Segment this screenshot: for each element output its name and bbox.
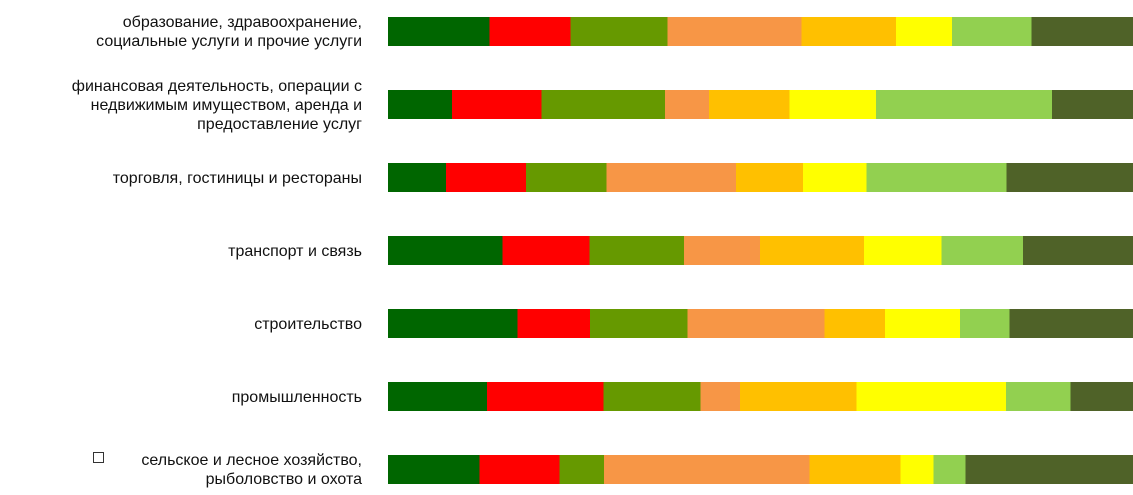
bar-segment bbox=[667, 17, 802, 46]
bar-segment bbox=[951, 17, 1032, 46]
bar-segment bbox=[856, 382, 1007, 411]
category-label: промышленность bbox=[231, 388, 362, 406]
bar-segment bbox=[960, 309, 1010, 338]
bar-segment bbox=[864, 236, 942, 265]
bar-segment bbox=[388, 90, 453, 119]
bar-segment bbox=[517, 309, 590, 338]
bar-segment bbox=[866, 163, 1007, 192]
bar-segment bbox=[709, 90, 790, 119]
bar-segment bbox=[589, 309, 688, 338]
bar-segment bbox=[735, 163, 803, 192]
bar-segment bbox=[824, 309, 885, 338]
bar-segment bbox=[388, 309, 518, 338]
bar-segment bbox=[604, 455, 810, 484]
bar-segment bbox=[489, 17, 571, 46]
bar-segment bbox=[606, 163, 736, 192]
bar-segment bbox=[665, 90, 710, 119]
bar-segment bbox=[789, 90, 876, 119]
category-label: финансовая деятельность, операции с недв… bbox=[71, 77, 362, 133]
bar-segment bbox=[502, 236, 590, 265]
bar-segment bbox=[570, 17, 668, 46]
bar-segment bbox=[687, 309, 825, 338]
bar-segment bbox=[446, 163, 526, 192]
bar-segment bbox=[1009, 309, 1133, 338]
bar-segment bbox=[875, 90, 1052, 119]
bar-segment bbox=[683, 236, 761, 265]
bar-segment bbox=[941, 236, 1023, 265]
bar-segment bbox=[1022, 236, 1133, 265]
bar-segment bbox=[1070, 382, 1133, 411]
bar-segment bbox=[739, 382, 857, 411]
bar-segment bbox=[388, 17, 490, 46]
category-label: строительство bbox=[254, 315, 362, 333]
bar-segment bbox=[525, 163, 607, 192]
category-label: сельское и лесное хозяйство, рыболовство… bbox=[141, 452, 362, 488]
bar-segment bbox=[1006, 163, 1133, 192]
bar-segment bbox=[933, 455, 966, 484]
bar-segment bbox=[900, 455, 934, 484]
bar-segment bbox=[700, 382, 740, 411]
bar-segment bbox=[603, 382, 701, 411]
category-label: транспорт и связь bbox=[228, 242, 362, 260]
bar-segment bbox=[452, 90, 542, 119]
bar-segment bbox=[388, 236, 503, 265]
bar-segment bbox=[1051, 90, 1133, 119]
bar-segment bbox=[388, 163, 447, 192]
text-cursor-box-icon bbox=[93, 452, 104, 463]
bar-segment bbox=[809, 455, 901, 484]
bar-segment bbox=[487, 382, 604, 411]
bar-segment bbox=[388, 382, 488, 411]
bar-segment bbox=[801, 17, 897, 46]
bar-segment bbox=[541, 90, 666, 119]
bar-segment bbox=[802, 163, 867, 192]
category-label: торговля, гостиницы и рестораны bbox=[112, 169, 362, 187]
bar-segment bbox=[896, 17, 952, 46]
bar-segment bbox=[388, 455, 480, 484]
bar-segment bbox=[760, 236, 865, 265]
bar-segment bbox=[559, 455, 605, 484]
category-label: образование, здравоохранение, социальные… bbox=[96, 14, 362, 50]
bar-segment bbox=[479, 455, 560, 484]
bar-segment bbox=[884, 309, 961, 338]
bar-segment bbox=[1006, 382, 1071, 411]
bar-segment bbox=[1031, 17, 1133, 46]
bar-segment bbox=[965, 455, 1133, 484]
bar-segment bbox=[589, 236, 684, 265]
